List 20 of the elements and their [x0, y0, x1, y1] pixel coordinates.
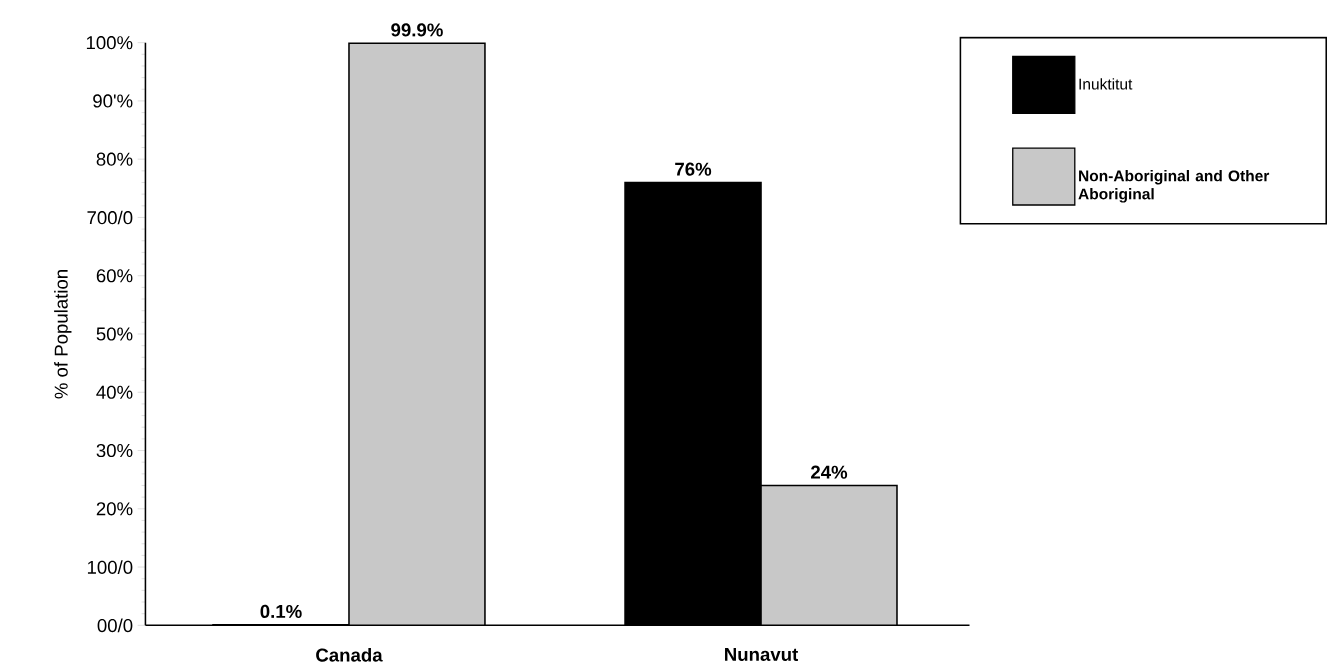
- data-label: 76%: [675, 162, 712, 176]
- y-axis-title: % of Population: [54, 270, 72, 399]
- text: Inuktitut: [1079, 78, 1133, 90]
- data-label: 24%: [811, 465, 848, 479]
- y-tick-label: 100/0: [87, 560, 133, 574]
- y-tick-label: 50%: [96, 327, 133, 341]
- y-tick-label: 30%: [96, 443, 133, 458]
- y-tick-label: 80%: [96, 152, 133, 166]
- y-tick-label: 20%: [96, 502, 133, 516]
- x-tick-label: Canada: [316, 648, 383, 662]
- data-label: 0.1%: [260, 604, 302, 619]
- y-tick-label: 90'%: [93, 94, 133, 108]
- y-tick-label: 100%: [86, 36, 133, 50]
- x-tick-label: Nunavut: [725, 648, 799, 661]
- y-tick-label: 40%: [96, 385, 133, 399]
- y-tick-label: 00/0: [97, 618, 133, 633]
- data-label: 99.9%: [391, 23, 443, 37]
- y-tick-label: 60%: [96, 269, 133, 283]
- text: Non-Aboriginal and Other Aboriginal: [1078, 170, 1270, 203]
- y-tick-label: 700/0: [87, 210, 133, 225]
